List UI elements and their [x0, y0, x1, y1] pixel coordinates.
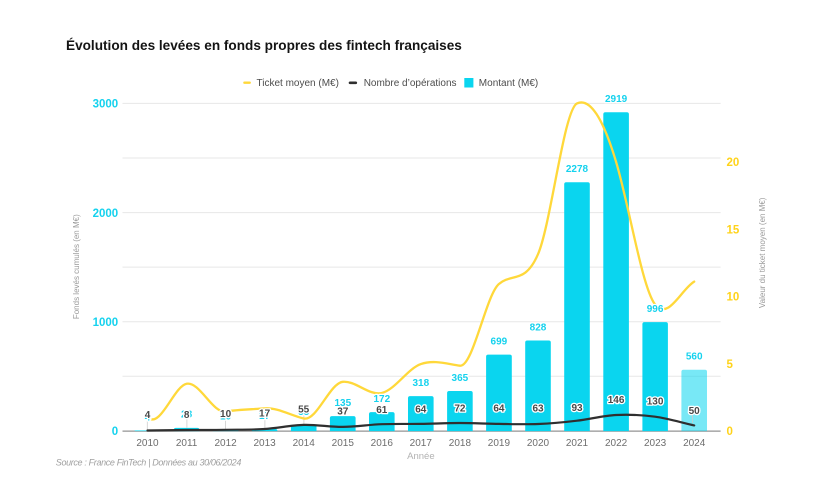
svg-text:2011: 2011 [176, 438, 198, 449]
svg-text:Nombre d’opérations: Nombre d’opérations [364, 78, 457, 89]
svg-text:8: 8 [184, 410, 190, 421]
svg-text:72: 72 [454, 403, 466, 414]
svg-text:50: 50 [689, 406, 701, 417]
svg-text:28: 28 [181, 410, 193, 421]
svg-text:20: 20 [727, 157, 740, 169]
svg-text:1000: 1000 [93, 317, 119, 329]
svg-text:318: 318 [412, 378, 429, 389]
svg-text:2022: 2022 [605, 438, 628, 449]
svg-text:2019: 2019 [488, 438, 511, 449]
svg-text:Montant (M€): Montant (M€) [479, 78, 538, 89]
svg-text:2018: 2018 [449, 438, 472, 449]
svg-text:0: 0 [112, 426, 118, 438]
svg-text:3000: 3000 [93, 99, 119, 111]
svg-text:2023: 2023 [644, 438, 667, 449]
svg-text:560: 560 [686, 352, 703, 363]
svg-text:4: 4 [145, 410, 151, 421]
svg-text:Évolution des levées en fonds: Évolution des levées en fonds propres de… [66, 38, 462, 53]
svg-text:2000: 2000 [93, 208, 119, 220]
svg-text:10: 10 [220, 409, 232, 420]
svg-text:15: 15 [727, 224, 740, 236]
svg-text:130: 130 [647, 397, 664, 408]
svg-text:10: 10 [220, 412, 232, 423]
svg-text:2020: 2020 [527, 438, 550, 449]
svg-text:64: 64 [415, 404, 427, 415]
svg-text:699: 699 [491, 337, 508, 348]
svg-text:2013: 2013 [253, 438, 276, 449]
svg-text:64: 64 [493, 404, 505, 415]
svg-text:2015: 2015 [332, 438, 355, 449]
svg-text:2012: 2012 [214, 438, 237, 449]
svg-text:55: 55 [298, 404, 310, 415]
svg-text:135: 135 [334, 398, 351, 409]
svg-text:17: 17 [259, 408, 271, 419]
svg-text:2919: 2919 [605, 94, 628, 105]
svg-text:172: 172 [373, 394, 390, 405]
svg-text:146: 146 [608, 395, 625, 406]
svg-text:2021: 2021 [566, 438, 589, 449]
svg-text:4: 4 [145, 412, 151, 423]
svg-text:17: 17 [259, 411, 271, 422]
svg-text:10: 10 [727, 292, 740, 304]
svg-text:Source : France FinTech | Donn: Source : France FinTech | Données au 30/… [56, 458, 242, 468]
svg-text:2014: 2014 [293, 438, 316, 449]
svg-text:0: 0 [727, 426, 733, 438]
svg-text:93: 93 [571, 403, 583, 414]
svg-text:2278: 2278 [566, 164, 589, 175]
svg-text:63: 63 [532, 403, 544, 414]
svg-text:5: 5 [727, 359, 734, 371]
svg-text:365: 365 [452, 373, 469, 384]
svg-text:Ticket moyen (M€): Ticket moyen (M€) [257, 78, 339, 89]
svg-text:996: 996 [647, 304, 664, 315]
svg-text:828: 828 [530, 322, 547, 333]
svg-text:2024: 2024 [683, 438, 706, 449]
svg-text:Valeur du ticket moyen (en M€): Valeur du ticket moyen (en M€) [758, 197, 767, 308]
svg-text:Année: Année [407, 451, 434, 462]
svg-text:Fonds levés cumulés (en M€): Fonds levés cumulés (en M€) [72, 214, 81, 319]
svg-text:2010: 2010 [136, 438, 159, 449]
svg-text:2016: 2016 [371, 438, 394, 449]
svg-text:55: 55 [298, 407, 310, 418]
svg-text:2017: 2017 [410, 438, 433, 449]
svg-text:37: 37 [337, 407, 349, 418]
svg-text:61: 61 [376, 405, 388, 416]
